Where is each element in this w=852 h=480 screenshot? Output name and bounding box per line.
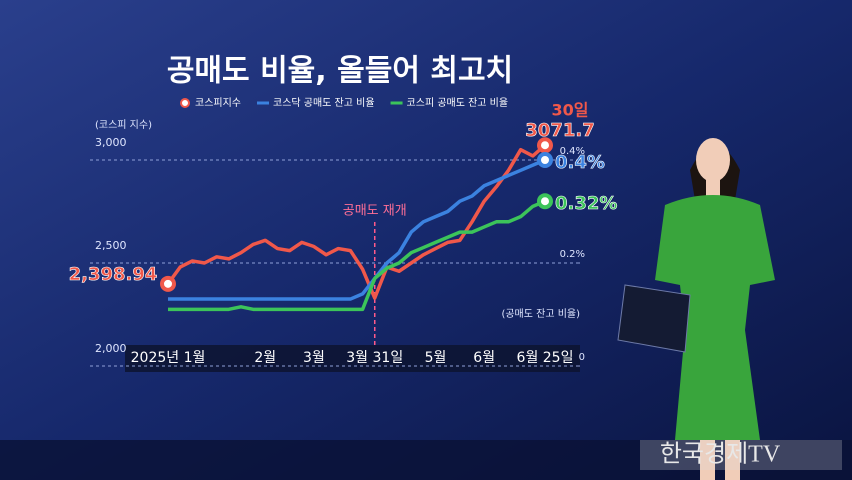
y-tick-label: 2,500 [95,239,127,252]
series-line [168,158,546,301]
x-tick-label: 6월 25일 [517,350,574,366]
legend-marker [180,98,190,108]
value-label: 0.32% [555,193,617,214]
x-tick-label: 3월 [303,350,325,366]
end-note: 30일 [552,101,589,120]
logo-box [640,440,842,470]
x-tick-label: 6월 [473,350,495,366]
y-tick-label: 2,000 [95,342,127,355]
x-axis-band [125,345,580,372]
x-tick-label: 2월 [254,350,276,366]
y-axis-label: (코스피 지수) [95,119,152,131]
value-label: 3071.7 [525,120,594,141]
y2-tick-label: 0 [579,352,585,363]
y2-tick-label: 0.4% [560,146,585,157]
series-line [166,143,547,300]
presenter [617,138,775,480]
x-tick-label: 5월 [425,350,447,366]
series-line [168,199,546,312]
y2-tick-label: 0.2% [560,249,585,260]
legend-label: 코스피 공매도 잔고 비율 [407,97,509,109]
y2-axis-label: (공매도 잔고 비율) [501,308,580,320]
annotation-text: 공매도 재개 [343,204,407,219]
y-tick-label: 3,000 [95,136,127,149]
point-marker [160,275,176,292]
point-marker [537,193,553,210]
point-marker [537,137,553,154]
legend-label: 코스피지수 [195,97,241,109]
chart-title: 공매도 비율, 올들어 최고치 [167,54,513,89]
value-label: 0.4% [555,152,605,173]
legend-label: 코스닥 공매도 잔고 비율 [273,97,375,109]
x-tick-label: 3월 31일 [346,350,403,366]
x-tick-label: 2025년 1월 [131,350,206,366]
logo: 한국경제TV [660,441,781,468]
point-marker [537,152,553,168]
value-label: 2,398.94 [69,264,158,285]
